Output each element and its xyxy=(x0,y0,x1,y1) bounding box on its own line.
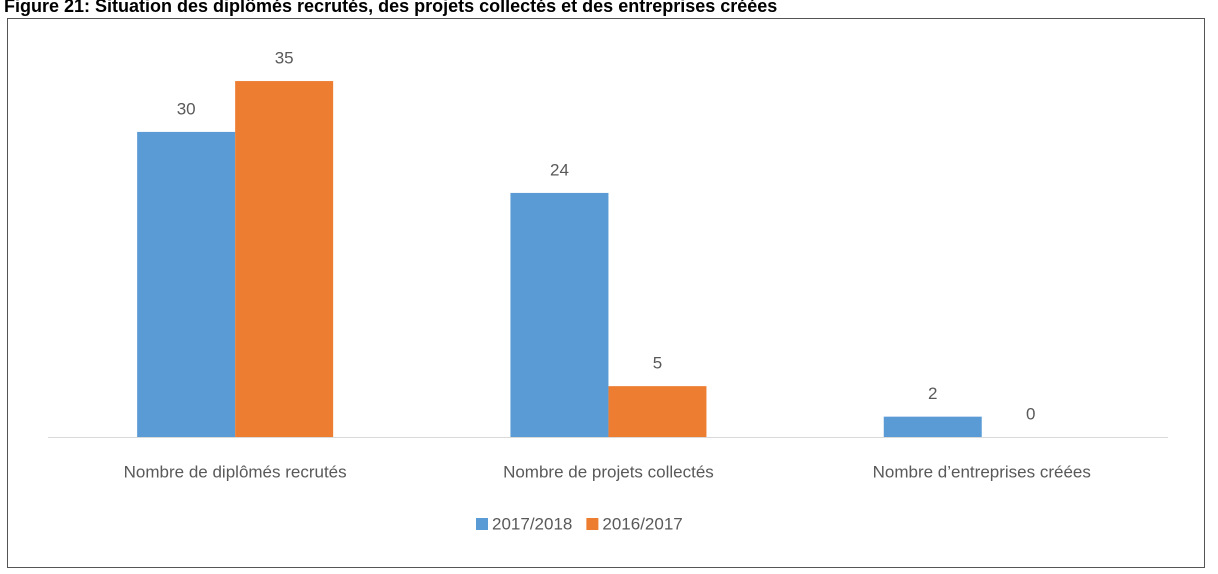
legend-label: 2017/2018 xyxy=(492,514,572,533)
bar xyxy=(235,81,334,438)
legend-label: 2016/2017 xyxy=(602,514,682,533)
x-tick-label: Nombre d’entreprises créées xyxy=(873,462,1091,481)
value-label: 5 xyxy=(653,354,662,373)
x-tick-label: Nombre de diplômés recrutés xyxy=(124,462,347,481)
value-label: 24 xyxy=(550,160,569,179)
legend-swatch xyxy=(476,518,488,530)
bar xyxy=(137,131,236,437)
bar xyxy=(608,386,707,437)
legend-swatch xyxy=(586,518,599,530)
value-label: 2 xyxy=(928,384,937,403)
value-label: 35 xyxy=(275,49,294,68)
bar xyxy=(883,416,982,437)
value-label: 30 xyxy=(177,99,196,118)
bar xyxy=(510,192,609,437)
chart-title: Figure 21: Situation des diplômés recrut… xyxy=(4,0,777,16)
value-label: 0 xyxy=(1026,404,1035,423)
x-tick-label: Nombre de projets collectés xyxy=(503,462,714,481)
